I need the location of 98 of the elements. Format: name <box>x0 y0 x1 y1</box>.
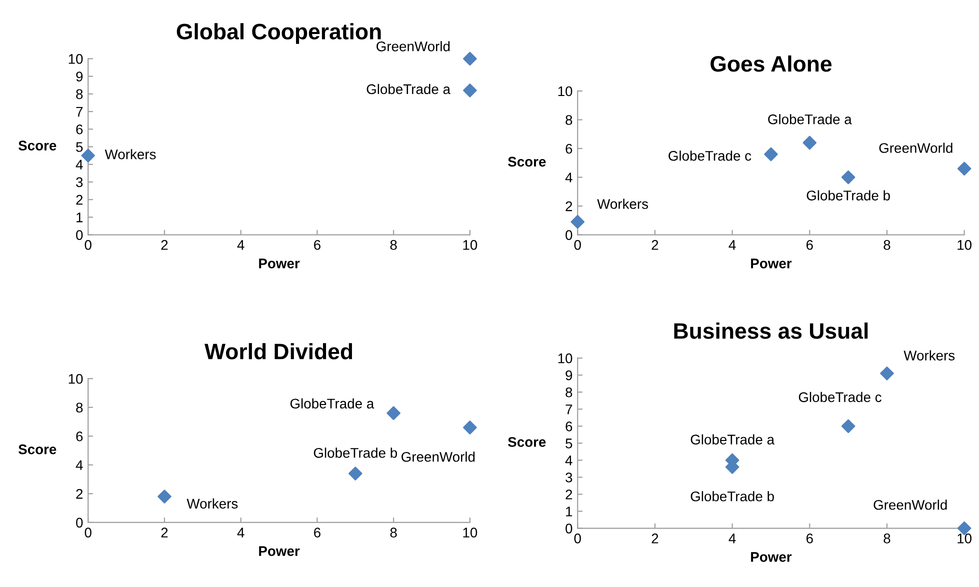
annotation: GlobeTrade a <box>690 434 774 444</box>
y-tick-label: 4 <box>76 460 83 470</box>
annotation: GlobeTrade b <box>690 491 774 502</box>
x-tick-label: 2 <box>161 528 168 538</box>
x-tick-label: 8 <box>390 528 397 538</box>
x-tick-label: 2 <box>652 534 658 544</box>
annotation: GlobeTrade a <box>768 114 852 124</box>
y-tick-label: 0 <box>76 230 83 240</box>
chart-title: Goes Alone <box>710 55 832 72</box>
point <box>81 148 96 162</box>
y-tick-label: 3 <box>76 177 83 188</box>
annotation: Workers <box>186 498 238 509</box>
x-tick-label: 4 <box>237 240 244 250</box>
point <box>158 490 172 504</box>
x-tick-label: 0 <box>574 240 581 250</box>
y-tick-label: 4 <box>565 456 572 466</box>
y-tick-label: 4 <box>565 172 572 182</box>
x-tick-label: 10 <box>463 528 478 538</box>
y-tick-label: 7 <box>76 107 83 117</box>
annotation: GreenWorld <box>402 452 475 462</box>
y-tick-label: 5 <box>76 142 83 152</box>
annotation: GreenWorld <box>874 500 947 510</box>
x-tick-label: 4 <box>728 240 736 250</box>
y-tick-label: 8 <box>566 115 572 125</box>
x-tick-label: 8 <box>390 240 397 250</box>
x-tick-label: 2 <box>161 240 168 250</box>
annotation: GlobeTrade b <box>314 448 397 458</box>
annotation: Workers <box>904 350 955 360</box>
annotation: GlobeTrade c <box>668 150 752 161</box>
y-tick-label: 8 <box>76 402 83 413</box>
annotation: GreenWorld <box>879 142 952 153</box>
x-tick-label: 8 <box>884 240 890 250</box>
y-axis-title: Score <box>508 437 546 447</box>
y-tick-label: 8 <box>76 89 83 100</box>
point <box>841 419 856 434</box>
point <box>463 52 477 66</box>
y-tick-label: 2 <box>76 489 83 499</box>
x-tick-label: 6 <box>314 528 320 538</box>
y-tick-label: 1 <box>76 212 83 222</box>
x-tick-label: 2 <box>652 240 658 250</box>
y-tick-label: 0 <box>566 230 572 240</box>
point <box>463 420 477 434</box>
x-axis-title: Power <box>259 546 300 556</box>
y-tick-label: 10 <box>68 54 83 64</box>
y-tick-label: 9 <box>76 72 83 82</box>
x-tick-label: 4 <box>728 534 736 544</box>
y-tick-label: 2 <box>566 201 572 212</box>
y-axis-title: Score <box>18 444 56 454</box>
x-axis-title: Power <box>259 258 300 268</box>
y-tick-label: 10 <box>68 374 83 384</box>
x-tick-label: 4 <box>237 528 244 538</box>
point <box>570 214 585 229</box>
annotation: Workers <box>104 149 156 160</box>
annotation: GlobeTrade b <box>806 190 890 200</box>
point <box>463 83 477 98</box>
point <box>386 406 400 420</box>
chart-title: Business as Usual <box>674 322 868 339</box>
point <box>348 466 362 480</box>
y-tick-label: 1 <box>566 506 572 516</box>
x-tick-label: 8 <box>884 534 890 544</box>
y-tick-label: 6 <box>76 431 83 442</box>
x-tick-label: 6 <box>806 240 813 250</box>
point <box>841 170 856 184</box>
point <box>880 366 894 380</box>
chart-title: World Divided <box>204 343 352 360</box>
point <box>802 136 817 150</box>
y-tick-label: 2 <box>76 194 83 205</box>
y-tick-label: 10 <box>558 86 572 96</box>
y-tick-label: 3 <box>566 472 572 482</box>
annotation: GlobeTrade a <box>290 398 374 409</box>
y-axis-title: Score <box>508 156 546 167</box>
x-tick-label: 6 <box>806 534 813 544</box>
point <box>957 162 972 176</box>
x-axis-title: Power <box>751 258 792 268</box>
x-tick-label: 10 <box>463 240 478 250</box>
y-tick-label: 4 <box>76 160 83 170</box>
x-tick-label: 10 <box>958 240 972 250</box>
y-tick-label: 5 <box>566 438 572 448</box>
point <box>764 147 778 162</box>
x-tick-label: 0 <box>84 240 92 250</box>
y-tick-label: 9 <box>566 370 572 380</box>
x-tick-label: 0 <box>84 528 92 538</box>
y-tick-label: 6 <box>566 421 572 432</box>
y-tick-label: 0 <box>76 518 83 528</box>
x-tick-label: 6 <box>314 240 320 250</box>
x-tick-label: 0 <box>574 534 581 544</box>
annotation: GlobeTrade c <box>798 392 882 402</box>
y-tick-label: 8 <box>566 387 572 398</box>
y-tick-label: 10 <box>558 353 572 364</box>
y-tick-label: 6 <box>566 144 572 154</box>
annotation: GlobeTrade a <box>366 84 450 94</box>
y-tick-label: 2 <box>566 490 572 500</box>
y-tick-label: 6 <box>76 124 83 134</box>
x-tick-label: 10 <box>958 534 972 544</box>
annotation: Workers <box>597 198 648 209</box>
y-axis-title: Score <box>18 140 56 150</box>
x-axis-title: Power <box>751 552 792 562</box>
y-tick-label: 7 <box>566 404 572 414</box>
